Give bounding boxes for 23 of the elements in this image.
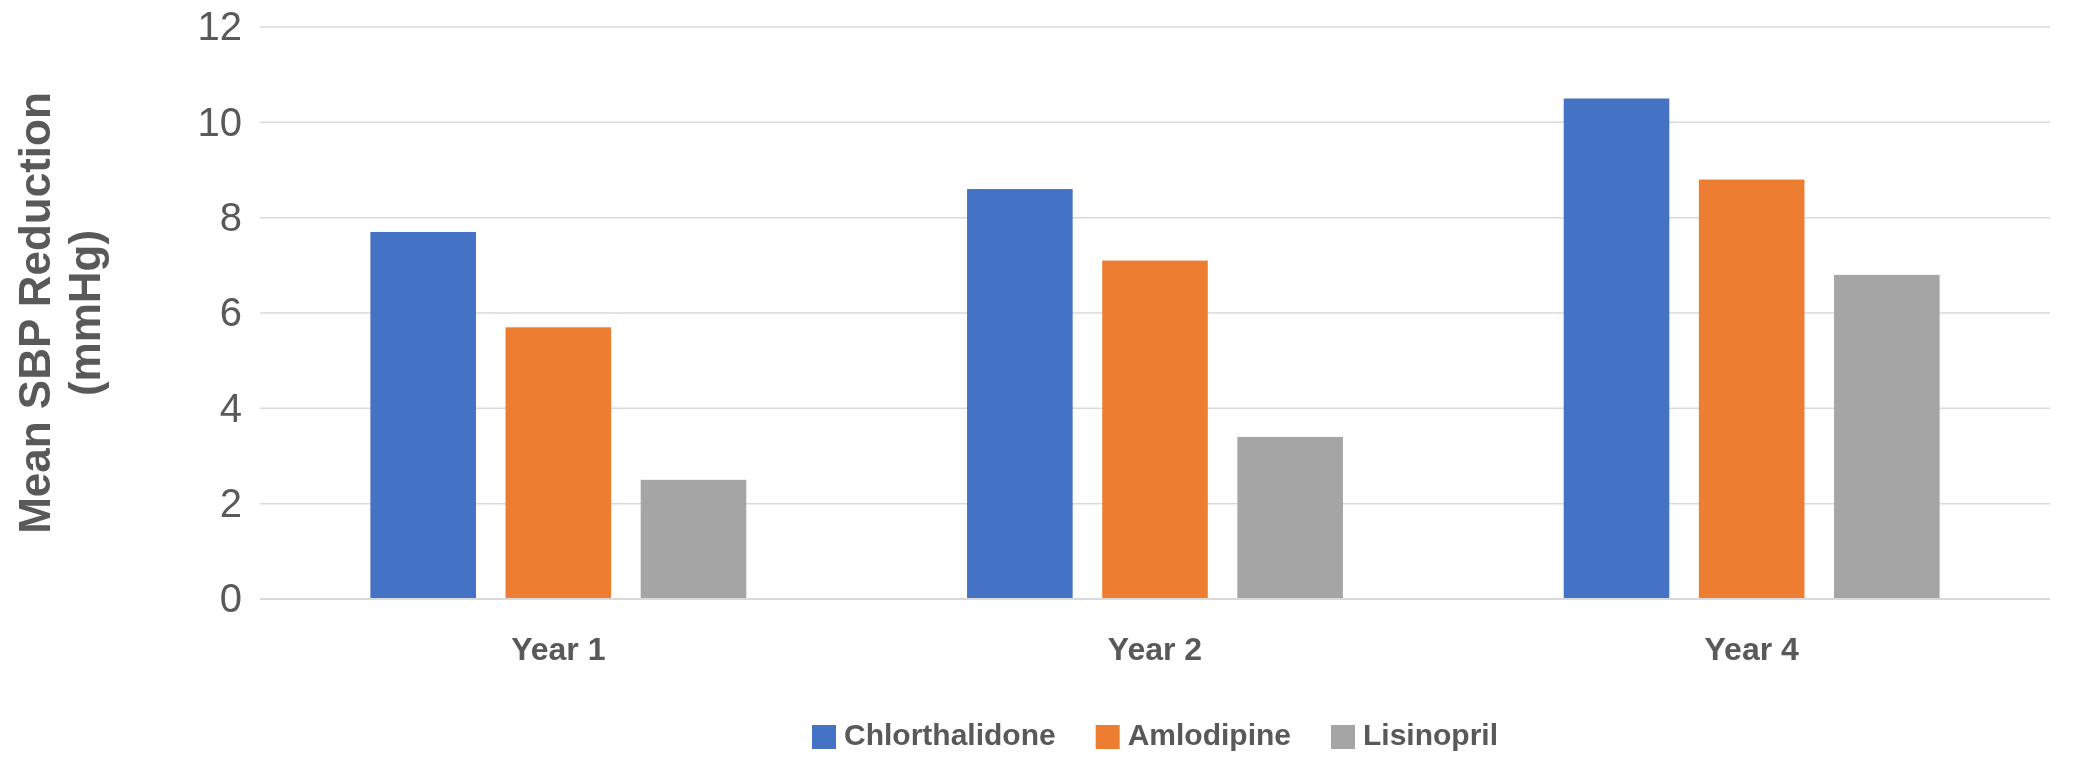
legend-label: Lisinopril [1363, 718, 1498, 751]
y-tick-label: 6 [219, 290, 242, 335]
bar [1102, 260, 1208, 599]
bar [1698, 179, 1805, 599]
x-tick-label: Year 1 [511, 630, 606, 667]
x-tick-label: Year 4 [1704, 630, 1800, 667]
y-tick-label: 0 [219, 576, 242, 621]
y-tick-label: 4 [219, 385, 242, 430]
legend-label: Amlodipine [1127, 718, 1291, 751]
bar [967, 189, 1073, 599]
y-tick-label: 10 [197, 99, 242, 144]
bar [1834, 274, 1940, 599]
y-tick-label: 2 [219, 480, 242, 525]
bar [1237, 436, 1343, 599]
y-tick-label: 8 [219, 194, 242, 239]
bar [1563, 98, 1670, 599]
y-axis-title: Mean SBP Reduction (mmHg) [10, 92, 109, 534]
bar [505, 327, 612, 599]
bar [370, 231, 476, 599]
x-tick-label: Year 2 [1107, 630, 1203, 667]
legend-label: Chlorthalidone [844, 718, 1056, 751]
bar [640, 479, 747, 599]
y-tick-label: 12 [197, 4, 242, 49]
